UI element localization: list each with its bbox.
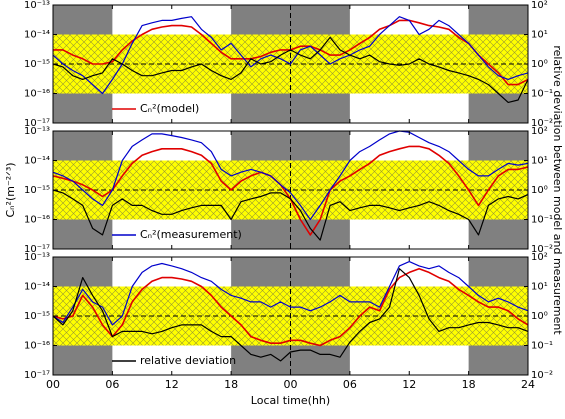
y-tick-label: 10⁻¹⁶ <box>24 89 50 100</box>
legend-label: Cₙ²(model) <box>140 102 199 115</box>
y2-tick-label: 10⁻¹ <box>531 341 553 352</box>
night-shade <box>53 257 113 287</box>
y2-tick-label: 10⁻² <box>531 118 553 129</box>
y2-tick-label: 10⁻¹ <box>531 215 553 226</box>
y-tick-label: 10⁻¹⁶ <box>24 341 50 352</box>
y2-tick-label: 10¹ <box>531 156 548 167</box>
night-shade <box>468 345 528 375</box>
legend-label: relative deviation <box>140 354 236 367</box>
series-line <box>52 189 529 241</box>
x-axis-label: Local time(hh) <box>251 394 330 407</box>
x-tick-label: 12 <box>402 378 416 391</box>
night-shade <box>53 131 113 161</box>
y2-tick-label: 10⁻² <box>531 370 553 381</box>
y-axis-label: Cₙ²(m⁻²ᐟ³) <box>4 162 17 217</box>
y-tick-label: 10⁻¹⁴ <box>24 30 50 41</box>
y-tick-label: 10⁻¹⁷ <box>24 370 50 381</box>
y2-tick-label: 10² <box>531 252 548 263</box>
y-tick-label: 10⁻¹⁶ <box>24 215 50 226</box>
series-line <box>52 130 529 221</box>
y2-tick-label: 10⁻¹ <box>531 89 553 100</box>
night-shade <box>53 5 113 35</box>
night-shade <box>468 5 528 35</box>
y-tick-label: 10⁻¹³ <box>24 252 50 263</box>
series-line <box>52 36 529 103</box>
y2-tick-label: 10¹ <box>531 282 548 293</box>
night-shade <box>53 93 113 123</box>
y-tick-label: 10⁻¹⁵ <box>24 185 50 196</box>
night-shade <box>468 131 528 161</box>
y2-tick-label: 10¹ <box>531 30 548 41</box>
y2-tick-label: 10⁰ <box>531 311 548 322</box>
night-shade <box>468 257 528 287</box>
y-tick-label: 10⁻¹⁵ <box>24 59 50 70</box>
y-tick-label: 10⁻¹⁷ <box>24 244 50 255</box>
y2-tick-label: 10² <box>531 126 548 137</box>
y2-tick-label: 10⁰ <box>531 185 548 196</box>
y2-tick-label: 10² <box>531 0 548 11</box>
y2-axis-label: relative deviation between model and mea… <box>551 45 564 335</box>
x-tick-label: 00 <box>46 378 60 391</box>
y-tick-label: 10⁻¹⁴ <box>24 282 50 293</box>
legend-label: Cₙ²(measurement) <box>140 228 242 241</box>
x-tick-label: 06 <box>343 378 357 391</box>
x-tick-label: 00 <box>284 378 298 391</box>
series-line <box>52 16 529 95</box>
night-shade <box>53 219 113 249</box>
y-tick-label: 10⁻¹³ <box>24 0 50 11</box>
y-tick-label: 10⁻¹⁵ <box>24 311 50 322</box>
night-shade <box>53 345 113 375</box>
x-tick-label: 18 <box>462 378 476 391</box>
x-tick-label: 12 <box>165 378 179 391</box>
y2-tick-label: 10⁰ <box>531 59 548 70</box>
y2-tick-label: 10⁻² <box>531 244 553 255</box>
series-line <box>52 267 529 347</box>
x-tick-label: 18 <box>224 378 238 391</box>
series-line <box>52 261 529 326</box>
y-tick-label: 10⁻¹³ <box>24 126 50 137</box>
y-tick-label: 10⁻¹⁴ <box>24 156 50 167</box>
x-tick-label: 06 <box>105 378 119 391</box>
night-shade <box>468 93 528 123</box>
series-line <box>52 268 529 362</box>
x-tick-label: 24 <box>521 378 535 391</box>
y-tick-label: 10⁻¹⁷ <box>24 118 50 129</box>
